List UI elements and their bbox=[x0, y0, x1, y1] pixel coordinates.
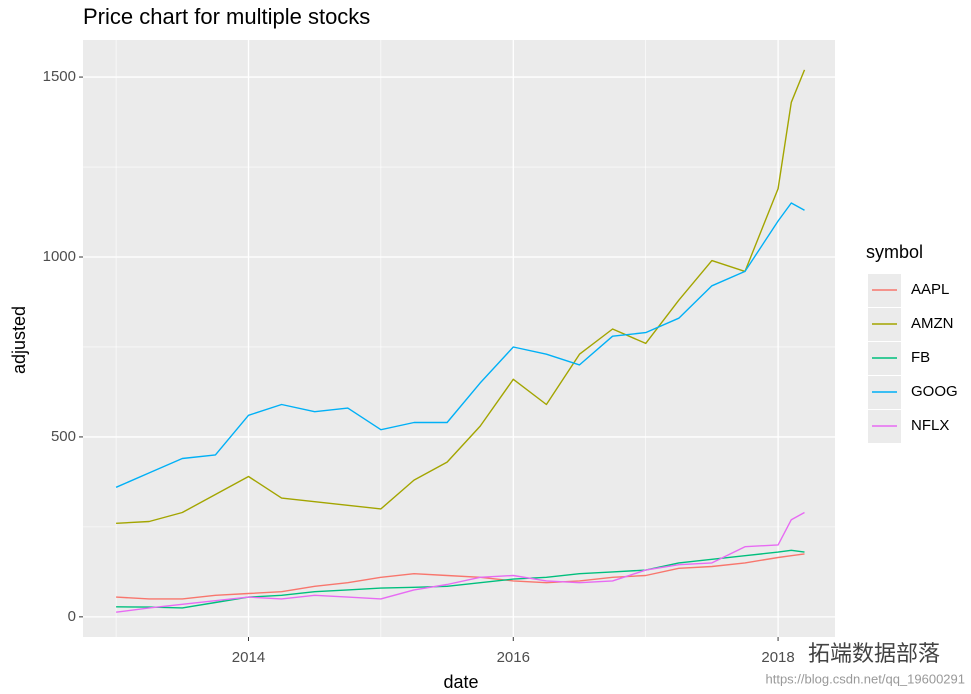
y-tick-label: 500 bbox=[51, 428, 76, 445]
series-line bbox=[116, 69, 806, 524]
x-axis-label: date bbox=[443, 672, 478, 692]
legend-label: FB bbox=[911, 349, 930, 366]
chart-title: Price chart for multiple stocks bbox=[83, 4, 370, 29]
x-tick-label: 2018 bbox=[761, 649, 794, 666]
series-line bbox=[115, 202, 805, 488]
legend-label: AMZN bbox=[911, 315, 954, 332]
x-tick-label: 2016 bbox=[497, 649, 530, 666]
legend-label: GOOG bbox=[911, 383, 958, 400]
watermark-url: https://blog.csdn.net/qq_19600291 bbox=[766, 671, 966, 686]
series-line bbox=[116, 511, 805, 613]
legend-label: NFLX bbox=[911, 417, 949, 434]
plot-panel bbox=[83, 40, 835, 637]
legend-label: AAPL bbox=[911, 281, 949, 298]
legend-title: symbol bbox=[866, 242, 923, 262]
y-tick-label: 1500 bbox=[43, 68, 76, 85]
y-tick-label: 0 bbox=[68, 608, 76, 625]
y-tick-label: 1000 bbox=[43, 248, 76, 265]
x-tick-label: 2014 bbox=[232, 649, 265, 666]
y-axis-label: adjusted bbox=[9, 306, 29, 374]
watermark: 拓端数据部落 bbox=[808, 641, 940, 666]
